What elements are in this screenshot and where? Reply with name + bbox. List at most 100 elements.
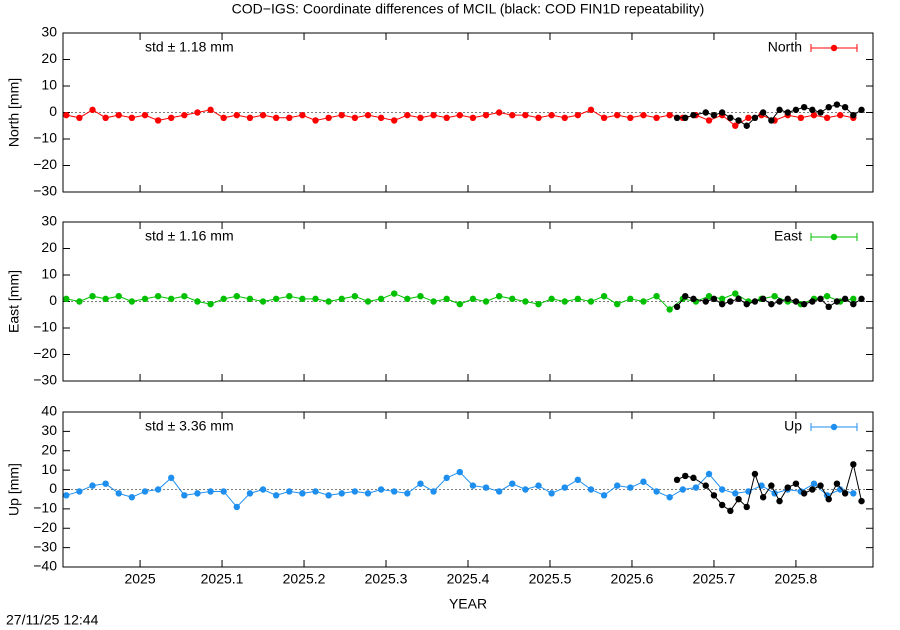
data-point [259,486,267,493]
y-tick-label: 10 [41,266,57,282]
data-point [833,298,841,305]
data-point [207,488,214,495]
data-point [823,114,831,122]
data-point [430,488,437,495]
data-point [299,490,306,497]
data-point [666,111,673,119]
data-point [220,295,227,303]
data-point [732,122,739,129]
x-tick-label: 2025.7 [693,571,736,587]
data-point [809,106,816,114]
data-point [705,470,713,478]
data-point [666,306,673,313]
data-point [377,114,385,122]
data-point [702,482,709,489]
data-point [735,295,742,303]
data-point [673,114,681,122]
data-point [692,484,700,491]
data-point [115,293,122,300]
data-point [233,111,241,119]
data-point [364,298,372,305]
data-point [417,480,424,487]
data-point [784,109,791,116]
data-point [800,490,808,497]
data-point [63,492,70,499]
data-point [509,480,516,487]
data-point [233,293,241,300]
data-point [89,106,96,114]
data-point [718,486,726,493]
data-point [312,295,319,303]
y-tick-label: 20 [41,441,57,457]
data-point [640,478,647,485]
data-point [102,480,109,487]
data-point [548,490,555,497]
y-tick-label: −20 [33,345,57,361]
data-point [338,111,345,119]
data-point [469,114,477,122]
data-point [627,484,634,491]
data-point [535,114,542,122]
data-point [614,111,621,119]
data-point [735,117,742,124]
y-tick-label: −30 [33,183,57,199]
data-point [194,109,201,116]
data-point [207,300,214,308]
data-point [220,488,227,495]
data-point [220,114,227,122]
data-point [548,111,555,119]
data-point [168,114,175,122]
data-point [115,490,122,497]
data-point [417,293,424,300]
y-tick-label: −10 [33,500,57,516]
data-point [751,470,759,478]
plot-frame [62,411,874,568]
data-point [587,106,595,114]
data-point [817,482,824,489]
data-point [495,109,503,116]
data-point [817,295,824,303]
legend-marker [830,233,838,241]
data-point [673,303,681,310]
data-point [509,295,516,303]
y-tick-label: 20 [41,50,57,66]
x-tick-label: 2025 [124,571,155,587]
y-tick-label: −40 [33,558,57,574]
data-point [850,490,857,497]
data-point [825,495,832,503]
data-point [351,488,359,495]
data-point [640,111,647,119]
data-point [469,482,477,489]
y-tick-label: −20 [33,519,57,535]
data-point [679,486,686,493]
data-point [653,293,660,300]
data-point [690,111,697,119]
data-point [154,117,162,124]
x-tick-label: 2025.3 [365,571,408,587]
data-point [809,298,816,305]
series [63,290,857,313]
data-point [128,494,136,501]
y-axis-label: Up [mm] [6,463,22,516]
data-point [548,295,555,303]
data-point [154,486,162,493]
data-point [325,492,332,499]
data-point [809,486,816,493]
data-point [718,501,726,509]
y-tick-label: −20 [33,156,57,172]
legend-label: East [774,228,802,244]
legend-label: North [768,39,802,55]
x-tick-label: 2025.2 [283,571,326,587]
data-point [364,490,372,497]
data-point [495,293,503,300]
data-point [561,298,568,305]
data-point [351,114,359,122]
data-point [825,104,832,111]
data-point [784,295,791,303]
y-tick-label: 0 [49,103,57,119]
data-point [727,298,734,305]
data-point [640,298,647,305]
data-point [858,106,865,114]
data-point [743,122,750,129]
